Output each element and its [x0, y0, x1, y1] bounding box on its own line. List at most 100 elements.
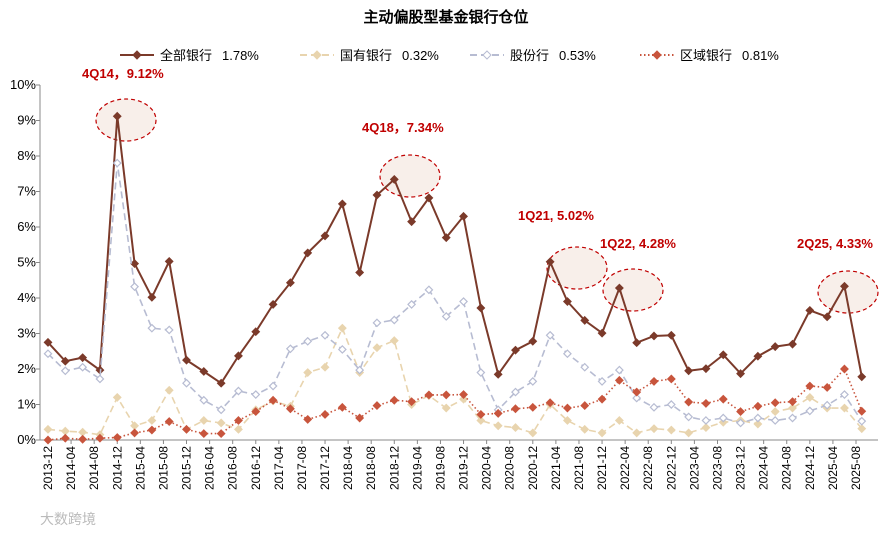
point — [580, 362, 590, 372]
point — [840, 364, 849, 374]
point — [182, 424, 191, 434]
point — [78, 362, 88, 372]
point — [511, 345, 520, 355]
x-tick-label: 2025-04 — [826, 446, 840, 490]
point — [320, 362, 330, 372]
y-tick-label: 5% — [17, 255, 36, 270]
point — [805, 305, 815, 315]
point — [511, 387, 520, 397]
legend-label: 全部银行 — [160, 48, 212, 63]
point — [753, 413, 763, 423]
point — [251, 390, 261, 400]
point — [303, 368, 313, 377]
legend-value: 0.32% — [402, 48, 439, 63]
point — [43, 349, 53, 359]
point — [511, 423, 520, 433]
point — [770, 398, 780, 408]
point — [614, 365, 624, 375]
legend-value: 0.81% — [742, 48, 779, 63]
point — [649, 376, 659, 386]
point — [303, 336, 313, 346]
point — [389, 336, 399, 346]
point — [840, 281, 849, 291]
point — [234, 386, 243, 396]
point — [441, 403, 451, 413]
point — [805, 406, 815, 416]
point — [216, 378, 226, 388]
point — [597, 394, 607, 404]
point — [493, 408, 503, 418]
point — [60, 366, 70, 376]
point — [199, 367, 209, 376]
x-tick-label: 2014-12 — [110, 446, 124, 490]
point — [147, 292, 157, 302]
watermark: 大数跨境 — [40, 511, 96, 527]
point — [389, 174, 399, 184]
x-tick-label: 2022-08 — [641, 446, 655, 490]
annotation: 4Q18，7.34% — [362, 120, 444, 135]
x-tick-label: 2017-08 — [295, 446, 309, 490]
point — [95, 433, 105, 443]
point — [251, 327, 261, 337]
x-tick-label: 2019-12 — [457, 446, 471, 490]
point — [441, 390, 451, 400]
point — [199, 429, 209, 439]
point — [320, 330, 330, 340]
point — [493, 369, 503, 379]
x-tick-label: 2017-12 — [318, 446, 332, 490]
point — [95, 374, 105, 384]
point — [130, 259, 140, 269]
point — [60, 356, 70, 366]
point — [199, 416, 209, 425]
x-tick-label: 2018-04 — [341, 446, 355, 490]
point — [649, 331, 659, 341]
point — [753, 351, 763, 361]
point — [389, 315, 399, 325]
point — [285, 278, 295, 288]
point — [753, 401, 763, 411]
annotation: 4Q14，9.12% — [82, 66, 164, 81]
point — [355, 365, 365, 375]
point — [614, 283, 624, 293]
point — [424, 390, 434, 400]
point — [701, 398, 711, 408]
y-tick-label: 4% — [17, 290, 36, 305]
y-tick-label: 3% — [17, 326, 36, 341]
point — [216, 405, 226, 415]
series-line — [47, 116, 863, 385]
point — [718, 394, 728, 404]
point — [268, 395, 278, 405]
point — [216, 429, 226, 439]
legend-marker — [482, 50, 492, 60]
point — [355, 413, 365, 423]
point — [770, 407, 780, 417]
point — [666, 425, 676, 435]
x-tick-label: 2016-08 — [226, 446, 240, 490]
point — [337, 345, 347, 354]
legend-label: 国有银行 — [340, 48, 392, 63]
point — [372, 401, 382, 411]
legend-value: 0.53% — [559, 48, 596, 63]
point — [337, 402, 347, 412]
point — [43, 435, 53, 445]
x-tick-label: 2014-04 — [64, 446, 78, 490]
point — [164, 385, 174, 395]
point — [476, 303, 486, 313]
x-tick-label: 2017-04 — [272, 446, 286, 490]
x-tick-label: 2025-08 — [849, 446, 863, 490]
highlight-ellipse — [379, 154, 441, 198]
point — [476, 368, 486, 377]
point — [407, 217, 417, 227]
point — [60, 433, 70, 443]
point — [372, 343, 382, 353]
point — [528, 336, 538, 346]
point — [580, 401, 590, 411]
point — [78, 353, 88, 363]
point — [545, 398, 555, 408]
highlight-ellipse — [546, 246, 608, 290]
point — [234, 416, 243, 425]
point — [147, 416, 157, 425]
x-tick-label: 2022-12 — [664, 446, 678, 490]
point — [562, 297, 572, 306]
